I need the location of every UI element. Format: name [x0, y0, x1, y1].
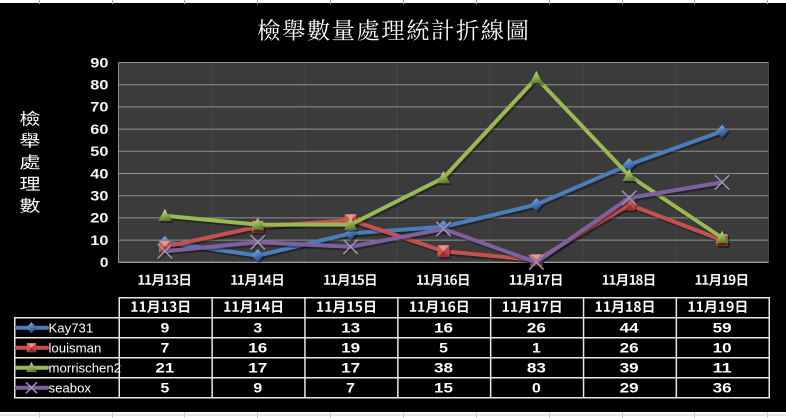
svg-text:5: 5 [161, 380, 170, 395]
svg-text:16: 16 [248, 340, 268, 355]
svg-text:29: 29 [620, 380, 639, 395]
svg-text:louisman: louisman [49, 340, 102, 355]
svg-text:26: 26 [620, 340, 640, 355]
svg-text:30: 30 [90, 189, 108, 204]
svg-text:3: 3 [253, 320, 262, 335]
svg-text:9: 9 [161, 320, 170, 335]
svg-text:0: 0 [532, 380, 541, 395]
svg-text:44: 44 [620, 320, 640, 335]
svg-text:38: 38 [434, 360, 454, 375]
svg-text:83: 83 [527, 360, 547, 375]
svg-text:39: 39 [620, 360, 639, 375]
svg-text:50: 50 [90, 144, 108, 159]
svg-text:70: 70 [90, 100, 108, 115]
svg-text:Kay731: Kay731 [49, 320, 94, 335]
svg-text:11: 11 [713, 360, 733, 375]
svg-text:9: 9 [253, 380, 262, 395]
svg-text:5: 5 [439, 340, 448, 355]
svg-text:60: 60 [90, 122, 108, 137]
svg-text:90: 90 [90, 55, 108, 70]
svg-text:morrischen2: morrischen2 [49, 360, 122, 375]
svg-text:seabox: seabox [49, 380, 92, 395]
svg-text:17: 17 [248, 360, 267, 375]
svg-text:59: 59 [713, 320, 732, 335]
svg-text:10: 10 [713, 340, 732, 355]
svg-text:7: 7 [346, 380, 355, 395]
svg-text:0: 0 [100, 255, 109, 270]
svg-text:26: 26 [527, 320, 547, 335]
svg-text:13: 13 [341, 320, 361, 335]
svg-text:7: 7 [161, 340, 170, 355]
svg-text:17: 17 [341, 360, 360, 375]
svg-text:80: 80 [90, 78, 108, 93]
svg-text:15: 15 [434, 380, 454, 395]
svg-text:20: 20 [90, 211, 108, 226]
svg-text:19: 19 [341, 340, 360, 355]
svg-text:40: 40 [90, 166, 108, 181]
svg-text:21: 21 [155, 360, 175, 375]
svg-text:1: 1 [532, 340, 541, 355]
svg-text:16: 16 [434, 320, 454, 335]
svg-text:10: 10 [90, 233, 108, 248]
svg-text:36: 36 [713, 380, 733, 395]
